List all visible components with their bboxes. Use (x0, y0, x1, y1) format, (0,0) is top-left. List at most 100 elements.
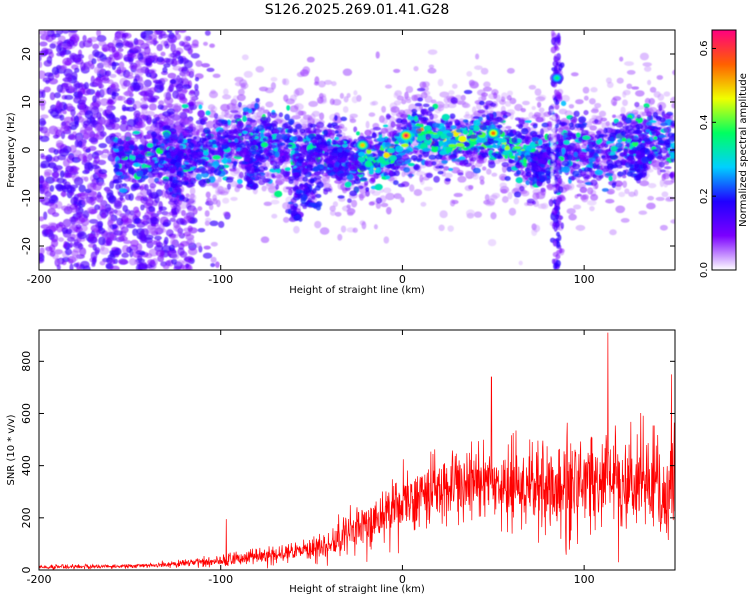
heatmap-cell (289, 128, 293, 134)
heatmap-cell (283, 78, 289, 85)
heatmap-cell (182, 104, 189, 108)
heatmap-cell (76, 211, 83, 217)
heatmap-cell (409, 184, 414, 192)
heatmap-cell (383, 124, 389, 127)
heatmap-cell (83, 124, 88, 128)
heatmap-cell (95, 247, 101, 253)
heatmap-cell (133, 78, 137, 85)
heatmap-cell (154, 236, 162, 241)
heatmap-cell (372, 191, 381, 196)
heatmap-cell (417, 158, 423, 161)
heatmap-cell (383, 187, 392, 193)
heatmap-cell (72, 54, 81, 63)
heatmap-cell (481, 152, 488, 158)
heatmap-cell (603, 149, 611, 155)
heatmap-cell (102, 76, 109, 81)
heatmap-cell (129, 193, 134, 201)
heatmap-cell (536, 117, 544, 122)
heatmap-cell (443, 166, 449, 171)
heatmap-cell (122, 107, 130, 111)
heatmap-cell (156, 44, 162, 51)
heatmap-cell (74, 115, 79, 124)
heatmap-cell (492, 143, 496, 148)
heatmap-cell (361, 221, 366, 229)
heatmap-cell (111, 91, 116, 99)
heatmap-cell (387, 132, 391, 138)
heatmap-cell (419, 175, 423, 183)
heatmap-cell (68, 135, 78, 140)
heatmap-cell (500, 182, 507, 188)
heatmap-cell (197, 206, 202, 211)
heatmap-cell (465, 170, 471, 176)
heatmap-cell (663, 91, 670, 96)
heatmap-cell (439, 92, 449, 98)
heatmap-cell (481, 114, 486, 117)
heatmap-cell (459, 136, 467, 143)
heatmap-cell (302, 66, 310, 74)
heatmap-cell (398, 195, 403, 200)
heatmap-cell (644, 66, 651, 72)
heatmap-cell (587, 200, 597, 205)
heatmap-cell (68, 259, 73, 264)
heatmap-cell (123, 40, 130, 46)
heatmap-cell (374, 224, 378, 229)
heatmap-cell (172, 50, 181, 56)
heatmap-cell (637, 114, 641, 119)
heatmap-cell (609, 229, 617, 235)
heatmap-cell (137, 59, 147, 65)
heatmap-cell (229, 168, 236, 171)
heatmap-cell (376, 51, 380, 58)
heatmap-cell (120, 115, 127, 120)
heatmap-cell (102, 149, 109, 153)
heatmap-cell (111, 250, 120, 256)
heatmap-cell (97, 221, 103, 228)
heatmap-cell (441, 160, 448, 164)
heatmap-cell (354, 139, 358, 142)
heatmap-cell (163, 63, 170, 67)
heatmap-cell (203, 42, 208, 46)
heatmap-cell (88, 146, 96, 151)
heatmap-cell (144, 52, 149, 58)
heatmap-cell (206, 170, 214, 175)
heatmap-cell (190, 187, 196, 195)
heatmap-cell (151, 218, 160, 225)
heatmap-cell (205, 111, 210, 116)
heatmap-cell (140, 114, 147, 119)
heatmap-cell (57, 65, 65, 69)
heatmap-cell (293, 128, 298, 132)
heatmap-cell (602, 188, 609, 192)
heatmap-cell (314, 221, 321, 229)
heatmap-cell (174, 108, 179, 115)
heatmap-cell (238, 102, 242, 108)
heatmap-cell (330, 206, 336, 212)
heatmap-cell (211, 257, 217, 263)
heatmap-cell (265, 101, 273, 107)
heatmap-cell (133, 110, 140, 118)
heatmap-cell (216, 200, 221, 208)
heatmap-cell (509, 208, 516, 216)
heatmap-cell (111, 123, 120, 130)
heatmap-cell (507, 95, 512, 101)
heatmap-cell (151, 162, 155, 168)
heatmap-cell (188, 226, 193, 232)
heatmap-cell (87, 38, 92, 44)
heatmap-cell (121, 120, 127, 124)
heatmap-cell (420, 202, 426, 207)
heatmap-cell (319, 112, 324, 120)
heatmap-cell (105, 187, 110, 193)
heatmap-cell (212, 140, 217, 145)
heatmap-cell (394, 130, 398, 133)
heatmap-cell (280, 129, 285, 135)
heatmap-cell (133, 131, 141, 135)
heatmap-cell (57, 84, 64, 93)
heatmap-cell (485, 202, 495, 207)
heatmap-cell (156, 239, 161, 247)
heatmap-cell (451, 97, 458, 104)
heatmap-cell (464, 90, 473, 94)
heatmap-cell (343, 68, 352, 75)
heatmap-cell (98, 182, 106, 186)
heatmap-cell (515, 117, 521, 120)
heatmap-cell (657, 75, 663, 80)
heatmap-cell (58, 237, 64, 242)
heatmap-cell (162, 222, 169, 227)
